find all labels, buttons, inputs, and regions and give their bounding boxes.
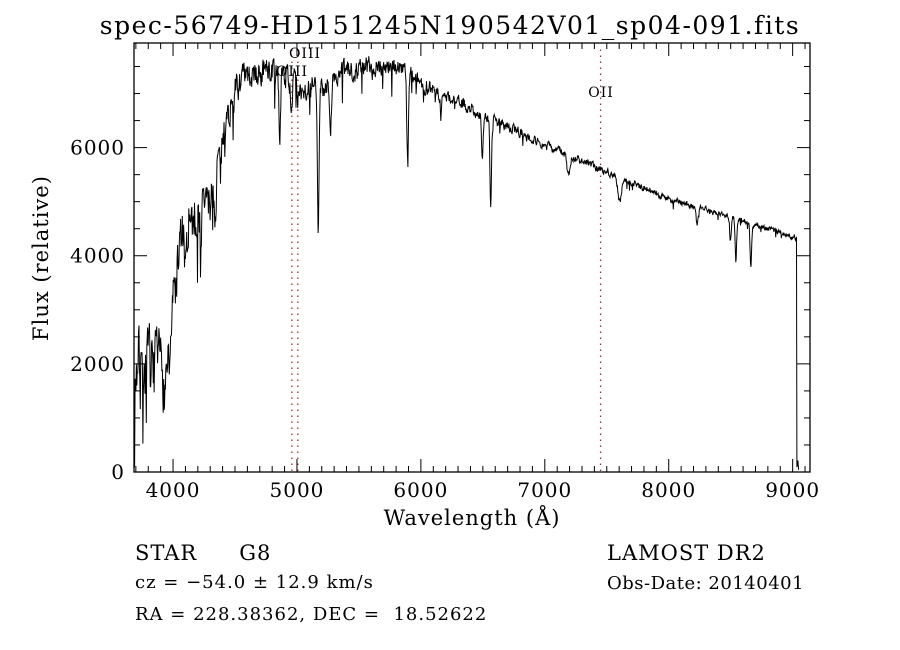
y-tick-label: 4000: [70, 244, 125, 268]
x-tick-label: 6000: [393, 478, 448, 502]
cz-value: cz = −54.0 ± 12.9 km/s: [135, 572, 374, 593]
survey-release: LAMOST DR2: [607, 541, 766, 565]
object-subclass: G8: [239, 541, 272, 565]
y-tick-label: 6000: [70, 136, 125, 160]
plot-frame: [133, 42, 811, 473]
obs-date: Obs-Date: 20140401: [607, 573, 805, 594]
object-class: STAR: [135, 541, 198, 565]
x-axis-label: Wavelength (Å): [383, 506, 561, 530]
spectrum-line: [134, 56, 800, 470]
spectral-line-label: OII: [588, 85, 614, 101]
y-axis-label: Flux (relative): [29, 175, 53, 341]
x-tick-label: 9000: [765, 478, 820, 502]
y-tick-label: 0: [111, 460, 125, 484]
spectral-line-label: OIII: [276, 64, 308, 80]
x-tick-label: 5000: [270, 478, 325, 502]
y-tick-label: 2000: [70, 352, 125, 376]
x-tick-label: 7000: [517, 478, 572, 502]
plot-title: spec-56749-HD151245N190542V01_sp04-091.f…: [99, 11, 801, 40]
x-tick-label: 4000: [146, 478, 201, 502]
ra-dec-value: RA = 228.38362, DEC = 18.52622: [135, 604, 488, 625]
x-tick-label: 8000: [641, 478, 696, 502]
spectral-line-label: OIII: [289, 46, 321, 62]
object-classification: STAR G8: [135, 541, 271, 565]
